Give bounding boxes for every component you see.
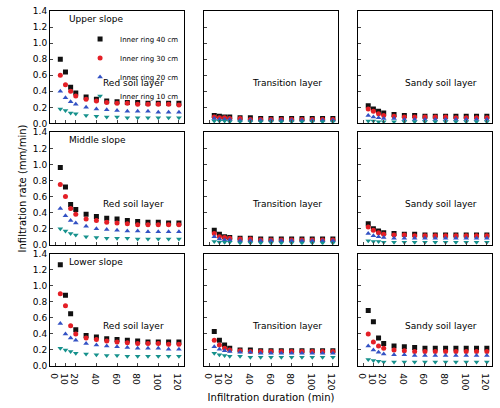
svg-text:Red soil layer: Red soil layer [103, 78, 164, 88]
svg-text:1.4: 1.4 [33, 127, 48, 137]
svg-text:80: 80 [131, 373, 141, 385]
svg-text:Transition layer: Transition layer [252, 78, 322, 88]
svg-text:Middle slope: Middle slope [69, 135, 126, 145]
svg-text:0.2: 0.2 [33, 224, 47, 234]
svg-text:1.0: 1.0 [33, 160, 48, 170]
svg-text:Inner ring 10 cm: Inner ring 10 cm [120, 93, 178, 101]
svg-text:Sandy soil layer: Sandy soil layer [405, 78, 477, 88]
svg-text:Sandy soil layer: Sandy soil layer [405, 321, 477, 331]
svg-text:1.2: 1.2 [33, 22, 47, 32]
svg-text:0.2: 0.2 [33, 103, 47, 113]
svg-text:0.2: 0.2 [33, 345, 47, 355]
svg-text:Transition layer: Transition layer [252, 321, 322, 331]
svg-text:0.8: 0.8 [33, 54, 48, 64]
svg-text:80: 80 [285, 373, 295, 385]
svg-text:0.4: 0.4 [33, 208, 48, 218]
svg-text:1.0: 1.0 [33, 281, 48, 291]
svg-text:0: 0 [357, 373, 367, 379]
svg-text:60: 60 [111, 373, 121, 385]
svg-text:40: 40 [398, 373, 408, 385]
svg-text:60: 60 [418, 373, 428, 385]
svg-text:10: 10 [59, 373, 69, 385]
svg-text:Sandy soil layer: Sandy soil layer [405, 199, 477, 209]
svg-text:120: 120 [480, 373, 490, 390]
svg-text:Upper slope: Upper slope [69, 14, 124, 24]
svg-text:0.6: 0.6 [33, 192, 48, 202]
svg-text:120: 120 [172, 373, 182, 390]
svg-text:0.6: 0.6 [33, 313, 48, 323]
svg-text:Infiltration rate (mm/min): Infiltration rate (mm/min) [17, 124, 28, 252]
svg-text:40: 40 [90, 373, 100, 385]
svg-text:0.8: 0.8 [33, 297, 48, 307]
svg-text:40: 40 [244, 373, 254, 385]
svg-text:120: 120 [326, 373, 336, 390]
svg-text:100: 100 [460, 373, 470, 390]
svg-text:0.8: 0.8 [33, 176, 48, 186]
svg-text:0.6: 0.6 [33, 70, 48, 80]
svg-text:0.4: 0.4 [33, 86, 48, 96]
svg-text:Lower slope: Lower slope [69, 257, 123, 267]
svg-text:1.0: 1.0 [33, 38, 48, 48]
svg-text:20: 20 [69, 373, 79, 385]
svg-text:Infiltration duration (min): Infiltration duration (min) [208, 392, 335, 403]
svg-text:Inner ring 30 cm: Inner ring 30 cm [120, 55, 178, 63]
svg-text:Inner ring 40 cm: Inner ring 40 cm [120, 36, 178, 44]
svg-text:1.4: 1.4 [33, 6, 48, 16]
svg-text:Red soil layer: Red soil layer [103, 321, 164, 331]
svg-text:10: 10 [367, 373, 377, 385]
svg-text:1.4: 1.4 [33, 249, 48, 259]
svg-text:60: 60 [265, 373, 275, 385]
svg-text:10: 10 [213, 373, 223, 385]
svg-text:100: 100 [152, 373, 162, 390]
svg-text:Inner ring 20 cm: Inner ring 20 cm [120, 74, 178, 82]
svg-text:0.0: 0.0 [33, 240, 48, 250]
svg-text:1.2: 1.2 [33, 144, 47, 154]
svg-text:Transition layer: Transition layer [252, 199, 322, 209]
svg-text:0: 0 [203, 373, 213, 379]
svg-text:80: 80 [439, 373, 449, 385]
svg-text:20: 20 [377, 373, 387, 385]
svg-text:0: 0 [49, 373, 59, 379]
svg-text:0.0: 0.0 [33, 361, 48, 371]
svg-text:0.0: 0.0 [33, 119, 48, 129]
svg-text:1.2: 1.2 [33, 265, 47, 275]
svg-text:100: 100 [306, 373, 316, 390]
svg-text:0.4: 0.4 [33, 329, 48, 339]
svg-text:20: 20 [223, 373, 233, 385]
svg-text:Red soil layer: Red soil layer [103, 199, 164, 209]
